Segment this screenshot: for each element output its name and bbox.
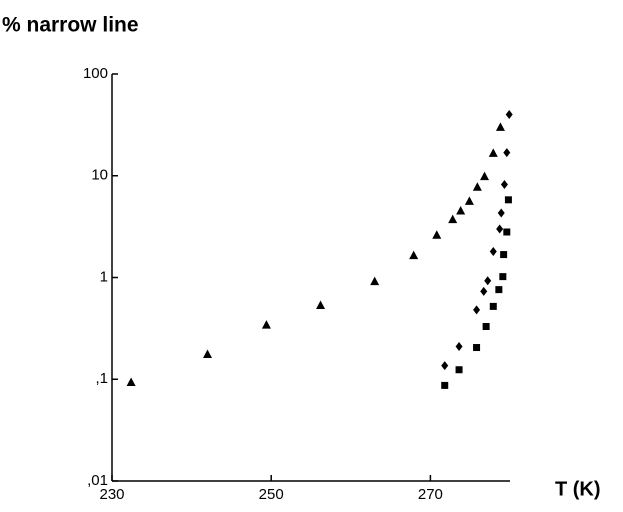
point [432, 230, 442, 239]
point [497, 208, 505, 218]
point [455, 366, 463, 374]
point [500, 251, 508, 259]
y-tick-label: ,1 [95, 370, 108, 387]
y-tick-label: 100 [83, 65, 108, 82]
x-axis-label: T (K) [555, 478, 601, 500]
point [370, 276, 380, 286]
point [489, 302, 497, 310]
point [495, 122, 505, 131]
point [495, 286, 503, 294]
point [448, 214, 458, 224]
point [473, 344, 481, 352]
point [455, 341, 463, 351]
point [488, 148, 498, 157]
x-tick-label: 250 [259, 486, 284, 503]
point [489, 247, 497, 257]
point [472, 182, 482, 191]
point [503, 148, 511, 158]
point [261, 320, 271, 329]
point [480, 286, 488, 296]
point [203, 349, 213, 359]
point [409, 250, 419, 260]
point [456, 206, 466, 215]
point [441, 381, 449, 389]
point [480, 171, 490, 181]
point [441, 361, 449, 371]
point [505, 109, 513, 119]
y-tick-label: 10 [91, 167, 108, 184]
x-tick-label: 230 [99, 486, 124, 503]
point [473, 305, 481, 315]
point [500, 180, 508, 190]
point [126, 377, 136, 386]
point [464, 196, 474, 205]
point [482, 322, 490, 330]
point [496, 224, 504, 234]
x-tick-label: 270 [418, 486, 443, 503]
y-tick-label: ,01 [87, 472, 108, 489]
point [504, 196, 512, 204]
point [503, 228, 511, 236]
y-tick-label: 1 [100, 268, 108, 285]
point [316, 300, 326, 310]
chart-title: % narrow line [2, 14, 139, 37]
point [499, 273, 507, 281]
point [484, 276, 492, 286]
